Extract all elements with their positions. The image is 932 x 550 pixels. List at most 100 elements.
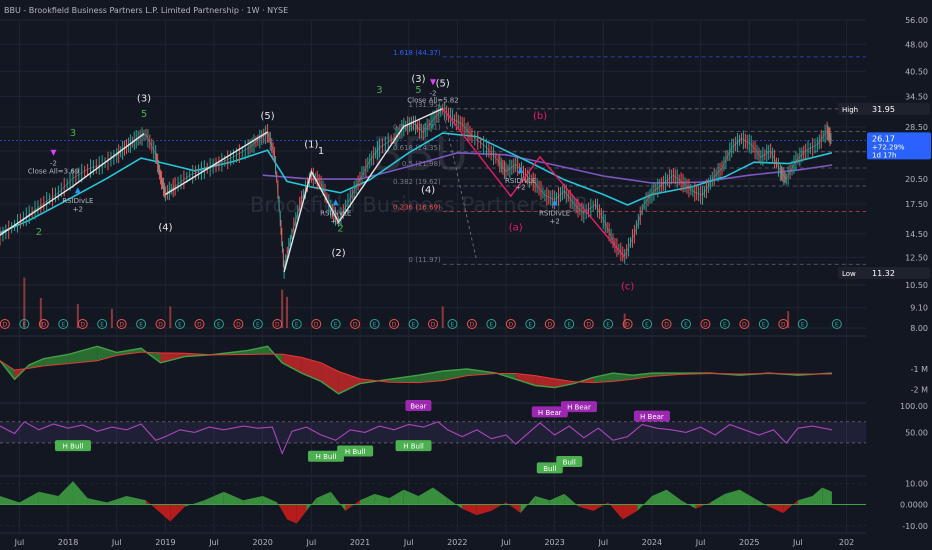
volume-cloud — [442, 369, 468, 381]
osc-tick-label: -10.00 — [902, 522, 928, 531]
osc-area — [476, 504, 492, 516]
signal-label: RSIDivLE — [320, 209, 351, 217]
divergence-badge — [633, 410, 670, 422]
osc-area — [505, 502, 521, 513]
volume-tick-label: -1 M — [911, 365, 929, 374]
osc-area — [262, 496, 278, 505]
event-marker-label: E — [723, 322, 727, 329]
divergence-label: H Bear — [538, 409, 562, 417]
osc-area — [360, 493, 375, 505]
volume-bar — [441, 306, 444, 328]
divergence-badge — [337, 445, 374, 457]
volume-cloud — [282, 354, 302, 374]
wave-label: 2 — [36, 227, 42, 238]
osc-area — [447, 498, 463, 509]
osc-area — [433, 487, 448, 505]
event-marker — [116, 319, 127, 329]
volume-bar — [787, 311, 790, 328]
divergence-badge — [54, 440, 91, 452]
fib-level-label: 0.5 (21.98) — [402, 160, 441, 168]
signal-label: RSIDivLE — [505, 177, 536, 185]
divergence-label: H Bull — [63, 443, 84, 451]
osc-area — [145, 500, 161, 513]
fast-ema-line — [0, 132, 833, 234]
time-tick-label: Jul — [111, 538, 122, 547]
event-marker — [797, 319, 808, 329]
wave-label: (1) — [304, 140, 318, 151]
time-tick-label: 202 — [839, 538, 854, 547]
event-marker-label: E — [645, 322, 649, 329]
event-marker-label: D — [119, 322, 124, 329]
volume-signal-line — [0, 351, 832, 384]
event-marker — [389, 319, 400, 329]
osc-area — [107, 496, 127, 505]
volume-bar — [286, 296, 289, 328]
price-tick-label: 34.50 — [905, 93, 928, 102]
event-marker-label: E — [684, 322, 688, 329]
volume-bar — [39, 298, 42, 328]
divergence-label: Bear — [410, 403, 426, 411]
event-marker-label: E — [139, 322, 143, 329]
event-marker-label: D — [275, 322, 280, 329]
time-tick-label: Jul — [306, 538, 317, 547]
event-markers: DEDEDEDEDEDEDEDEDEDEDEDEDEDEDEDEDEDEDEDE… — [0, 277, 842, 329]
event-marker — [505, 319, 516, 329]
fib-level-label: 0 (11.97) — [409, 256, 441, 264]
osc-area — [345, 500, 361, 511]
volume-cloud — [116, 348, 142, 356]
osc-area — [549, 493, 565, 505]
event-marker — [544, 319, 555, 329]
osc-tick-label: 0.0000 — [900, 501, 928, 510]
current-price-change: +72.29% — [872, 143, 905, 151]
event-marker-label: E — [801, 322, 805, 329]
osc-area — [739, 489, 755, 505]
event-marker-label: E — [334, 322, 338, 329]
volume-cloud — [321, 362, 339, 394]
event-marker-label: E — [762, 322, 766, 329]
price-tick-label: 9.10 — [910, 304, 928, 313]
event-marker-label: D — [3, 322, 8, 329]
event-marker-label: D — [470, 322, 475, 329]
time-tick-label: Jul — [792, 538, 803, 547]
wave-line — [0, 133, 145, 236]
osc-area — [277, 502, 288, 520]
wave-label: (b) — [533, 111, 547, 122]
volume-pane — [0, 345, 832, 395]
event-marker — [603, 319, 614, 329]
price-axis: 56.0048.0040.5034.5028.5024.5020.5017.50… — [838, 0, 932, 550]
osc-area — [223, 491, 244, 505]
event-marker-label: D — [586, 322, 591, 329]
divergence-badge — [405, 400, 432, 412]
osc-area — [535, 496, 550, 505]
price-tick-label: 17.50 — [905, 200, 928, 209]
osc-area — [87, 498, 108, 505]
osc-area — [797, 496, 813, 505]
wave-line — [442, 108, 626, 258]
price-badge-value: 31.95 — [872, 105, 895, 114]
event-marker-label: E — [451, 322, 455, 329]
fib-level-label: 0.382 (19.62) — [393, 178, 441, 186]
event-marker — [661, 319, 672, 329]
event-marker — [233, 319, 244, 329]
divergence-label: H Bull — [345, 448, 366, 456]
osc-area — [812, 487, 823, 505]
osc-area — [724, 489, 740, 505]
event-marker — [739, 319, 750, 329]
event-marker-label: E — [528, 322, 532, 329]
osc-area — [564, 493, 579, 507]
price-badge — [838, 102, 930, 115]
event-marker — [369, 319, 380, 329]
event-marker — [680, 319, 691, 329]
rsi-band — [0, 421, 866, 443]
wave-label: (5) — [436, 78, 450, 89]
buy-arrow-icon — [332, 199, 339, 206]
event-marker — [330, 319, 341, 329]
current-price-badge — [867, 132, 931, 160]
osc-area — [204, 491, 224, 505]
divergence-label: H Bull — [316, 453, 337, 461]
fib-level-label: 1.618 (44.37) — [393, 49, 441, 57]
event-marker-label: E — [217, 322, 221, 329]
volume-cloud — [248, 346, 268, 355]
